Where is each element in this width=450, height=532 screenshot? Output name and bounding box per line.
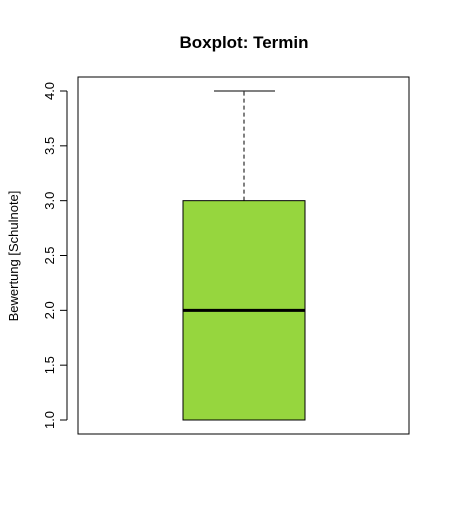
y-tick-label: 2.0: [42, 301, 57, 319]
y-axis-label: Bewertung [Schulnote]: [6, 191, 21, 322]
plot-frame: [77, 76, 410, 435]
y-tick-label: 2.5: [42, 246, 57, 264]
y-tick-label: 3.5: [42, 137, 57, 155]
y-tick-label: 1.0: [42, 411, 57, 429]
y-tick-label: 4.0: [42, 82, 57, 100]
y-axis: 1.0 1.5 2.0 2.5 3.0 3.5 4.0: [42, 82, 68, 429]
y-tick-label: 3.0: [42, 192, 57, 210]
chart-title: Boxplot: Termin: [179, 33, 308, 52]
y-tick-label: 1.5: [42, 356, 57, 374]
